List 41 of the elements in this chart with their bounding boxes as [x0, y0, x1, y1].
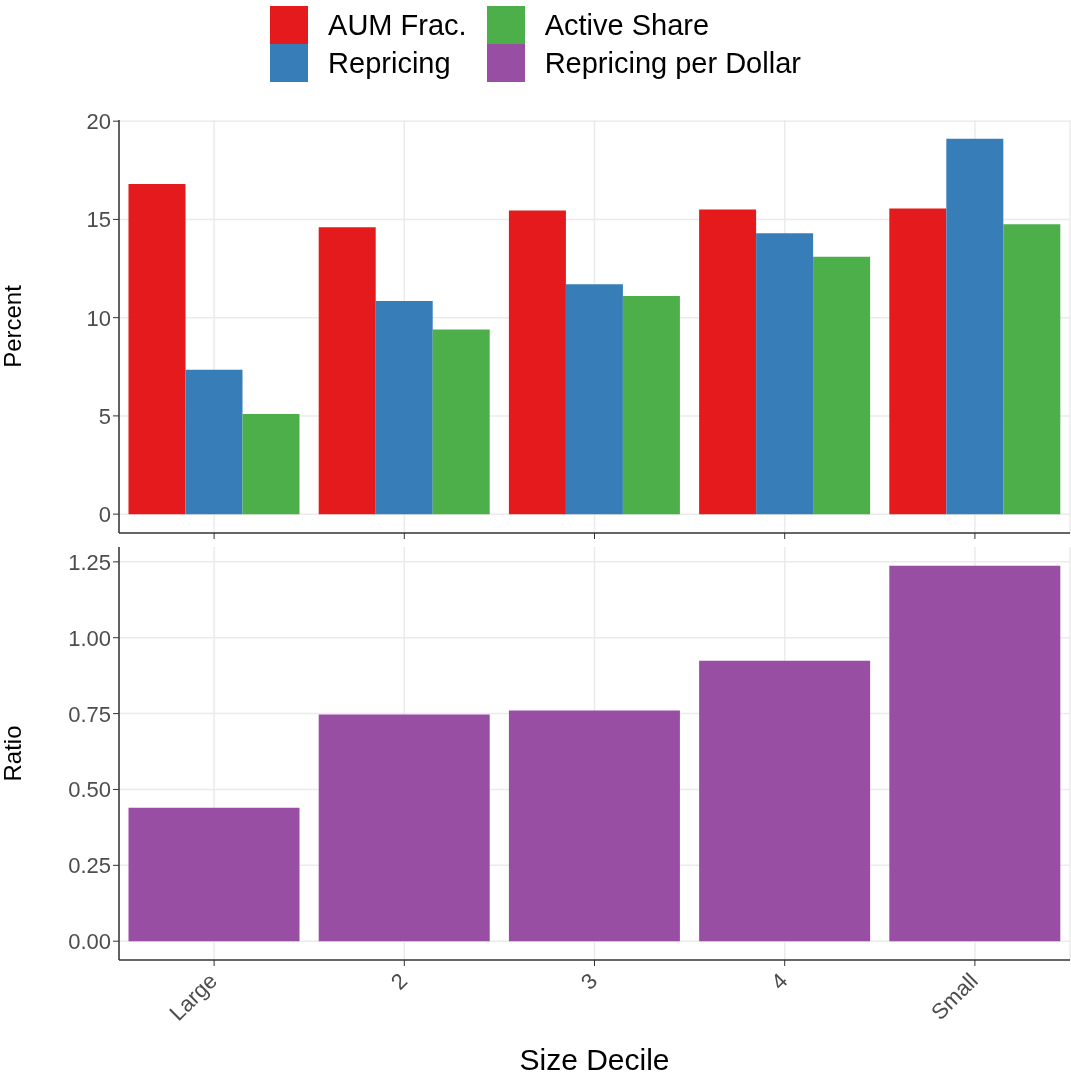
y-tick-label: 0: [98, 502, 111, 528]
legend-label: Repricing per Dollar: [544, 46, 801, 80]
bar: [242, 413, 300, 515]
x-tick-label: 4: [766, 968, 793, 995]
bar: [813, 256, 871, 515]
bar: [946, 138, 1004, 515]
bar: [622, 296, 680, 515]
bar: [128, 184, 186, 515]
y-tick-label: 1.00: [68, 625, 111, 651]
y-tick-label: 0.00: [68, 929, 111, 955]
x-axis-title: Size Decile: [519, 1043, 670, 1074]
y-tick-label: 15: [86, 207, 111, 233]
bar: [128, 807, 300, 942]
x-tick-label: 2: [385, 968, 413, 995]
legend-label: Active Share: [544, 8, 710, 42]
bar: [185, 369, 243, 515]
y-tick-label: 0.75: [68, 701, 111, 727]
bar: [318, 714, 490, 942]
y-tick-label: 5: [98, 403, 111, 429]
y-tick-label: 10: [86, 305, 111, 331]
bar: [565, 284, 623, 515]
y-tick-label: 20: [86, 109, 111, 135]
bar: [756, 233, 814, 515]
bar: [889, 565, 1061, 942]
y-axis-title: Ratio: [0, 725, 26, 782]
bar: [508, 710, 680, 942]
y-tick-label: 0.50: [68, 777, 111, 803]
y-axis-title: Percent: [0, 284, 26, 368]
y-tick-label: 1.25: [68, 549, 111, 575]
bar: [318, 227, 376, 515]
legend-label: AUM Frac.: [328, 8, 467, 42]
y-tick-label: 0.25: [68, 853, 111, 879]
bar: [375, 300, 433, 515]
bar: [508, 210, 566, 515]
legend-label: Repricing: [328, 46, 451, 80]
bar: [699, 209, 757, 515]
bar: [699, 660, 871, 942]
bar: [432, 329, 490, 515]
x-tick-label: 3: [575, 968, 603, 995]
bar: [1003, 224, 1061, 515]
bar: [889, 208, 947, 515]
